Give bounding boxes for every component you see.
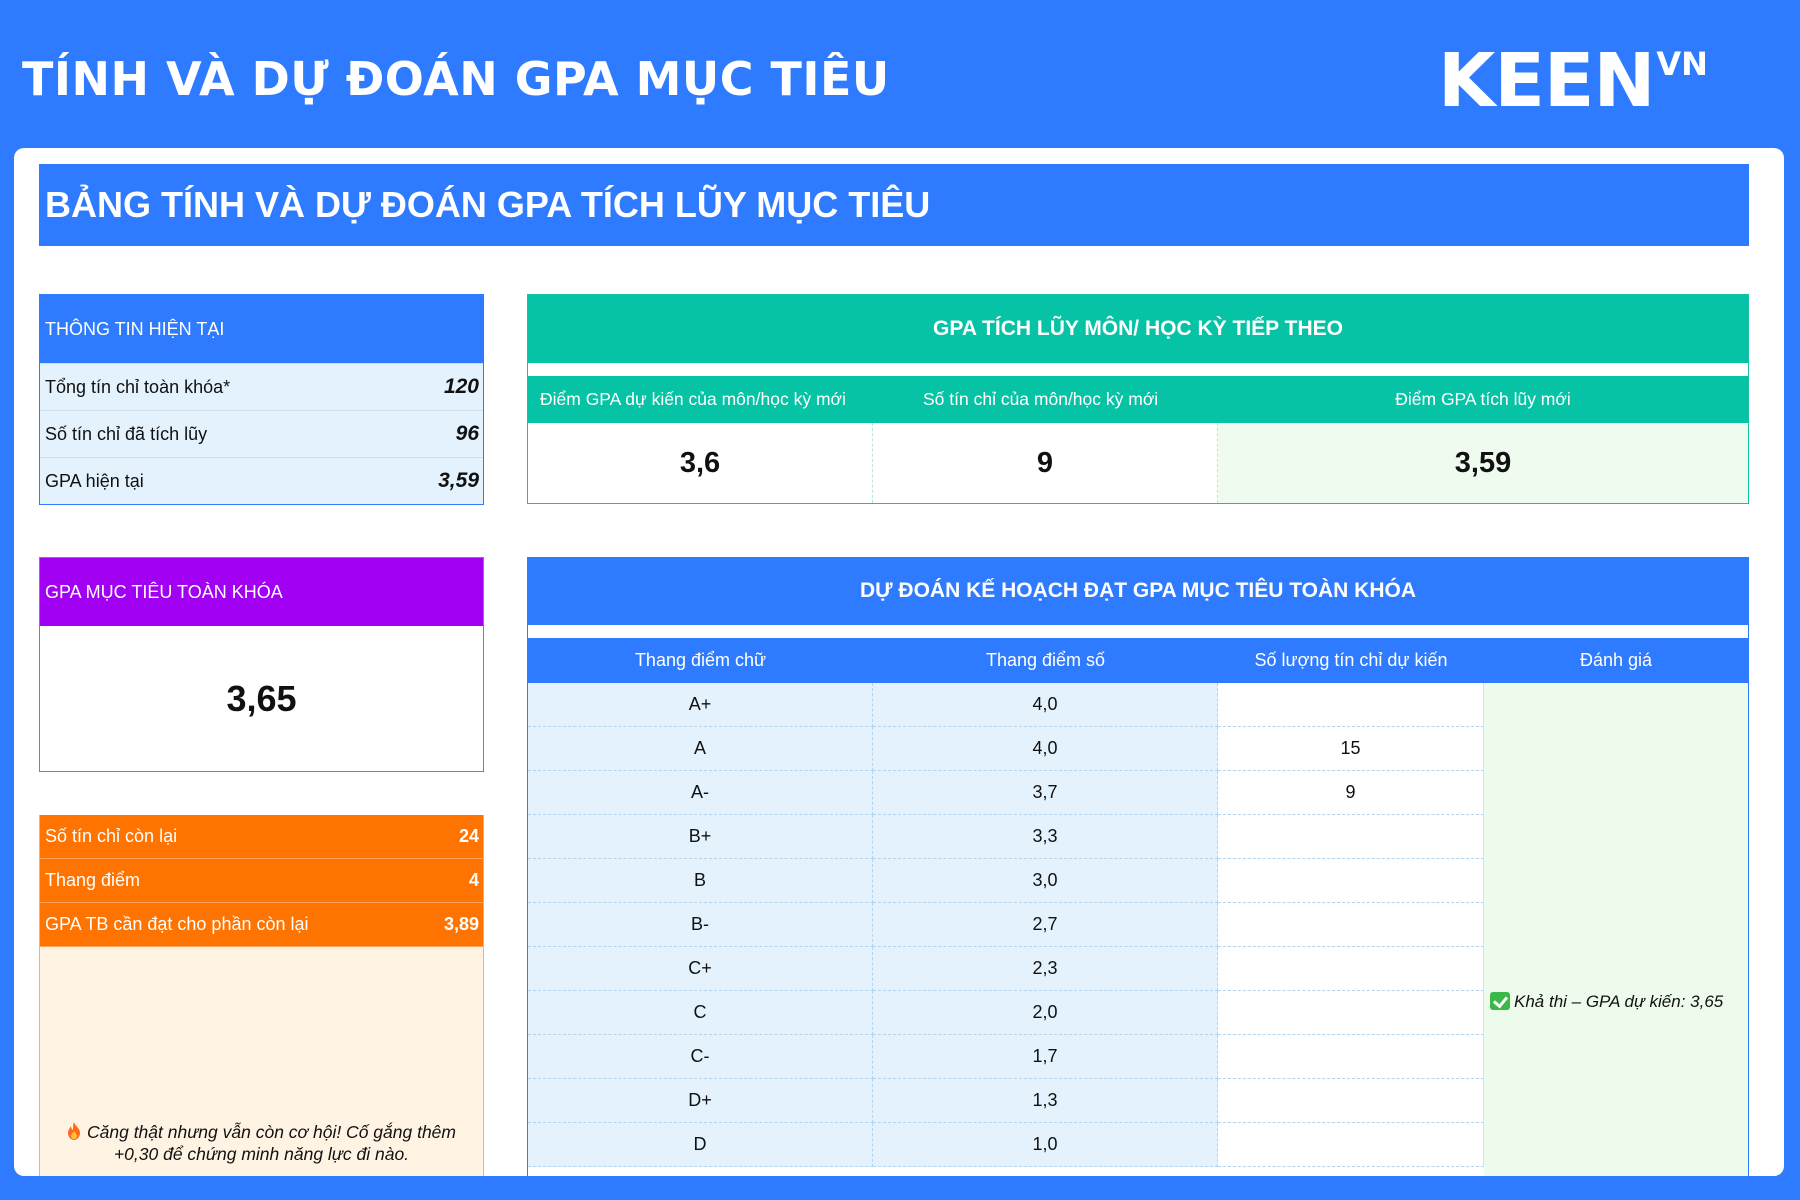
letter-cell: A: [528, 727, 873, 771]
credits-input[interactable]: [1218, 1079, 1484, 1123]
expected-gpa-input[interactable]: 3,6: [528, 423, 873, 503]
plan-panel: DỰ ĐOÁN KẾ HOẠCH ĐẠT GPA MỤC TIÊU TOÀN K…: [527, 557, 1749, 1176]
motivation-message: Căng thật nhưng vẫn còn cơ hội! Cố gắng …: [40, 1121, 483, 1165]
col-number-grade: Thang điểm số: [985, 650, 1106, 670]
grade-scale-row: Thang điểm 4: [40, 859, 483, 903]
remaining-credits-row: Số tín chỉ còn lại 24: [40, 815, 483, 859]
page-header: TÍNH VÀ DỰ ĐOÁN GPA MỤC TIÊU KEENVN: [0, 0, 1800, 148]
letter-cell: B+: [528, 815, 873, 859]
plan-title: DỰ ĐOÁN KẾ HOẠCH ĐẠT GPA MỤC TIÊU TOÀN K…: [528, 557, 1748, 625]
credits-input[interactable]: [1218, 1123, 1484, 1167]
next-semester-panel: GPA TÍCH LŨY MÔN/ HỌC KỲ TIẾP THEO Điểm …: [527, 294, 1749, 504]
motivation-text: Căng thật nhưng vẫn còn cơ hội! Cố gắng …: [87, 1122, 456, 1164]
new-credits-input[interactable]: 9: [873, 423, 1218, 503]
col-letter-grade: Thang điểm chữ: [634, 650, 767, 670]
letter-cell: C-: [528, 1035, 873, 1079]
score-cell: 2,3: [873, 947, 1218, 991]
next-semester-header-row: Điểm GPA dự kiến của môn/học kỳ mới Số t…: [528, 376, 1748, 423]
table-row: C+ 2,3: [528, 947, 1748, 991]
table-row: A 4,0 15: [528, 727, 1748, 771]
score-cell: 3,0: [873, 859, 1218, 903]
remaining-credits-value: 24: [458, 826, 479, 846]
grade-scale-value: 4: [468, 870, 479, 890]
gpa-sheet: BẢNG TÍNH VÀ DỰ ĐOÁN GPA TÍCH LŨY MỤC TI…: [14, 148, 1784, 1176]
col-planned-credits: Số lượng tín chỉ dự kiến: [1254, 650, 1448, 670]
col-evaluation: Đánh giá: [1579, 650, 1653, 670]
credits-input[interactable]: [1218, 683, 1484, 727]
letter-cell: B: [528, 859, 873, 903]
col-new-cumulative-gpa: Điểm GPA tích lũy mới: [1395, 389, 1571, 409]
total-credits-label: Tổng tín chỉ toàn khóa*: [45, 376, 231, 397]
col-new-credits: Số tín chỉ của môn/học kỳ mới: [923, 389, 1159, 409]
score-cell: 4,0: [873, 727, 1218, 771]
credits-input[interactable]: [1218, 991, 1484, 1035]
next-semester-value-row: 3,6 9 3,59: [528, 423, 1748, 503]
table-row: B 3,0: [528, 859, 1748, 903]
credits-input[interactable]: 9: [1218, 771, 1484, 815]
current-gpa-label: GPA hiện tại: [45, 470, 144, 491]
credits-input[interactable]: 15: [1218, 727, 1484, 771]
table-row: A- 3,7 9: [528, 771, 1748, 815]
current-info-title: THÔNG TIN HIỆN TẠI: [40, 295, 483, 363]
accumulated-credits-label: Số tín chỉ đã tích lũy: [45, 423, 208, 444]
score-cell: 4,0: [873, 683, 1218, 727]
target-gpa-input[interactable]: 3,65: [40, 626, 483, 771]
plan-body: A+ 4,0 A 4,0 15 A- 3,7 9 B+ 3,3 B 3,0 B- 2,7 C+ 2…: [528, 683, 1748, 1176]
required-gpa-value: 3,89: [443, 914, 479, 934]
target-gpa-panel: GPA MỤC TIÊU TOÀN KHÓA 3,65: [39, 557, 484, 772]
table-row: B- 2,7: [528, 903, 1748, 947]
score-cell: 1,7: [873, 1035, 1218, 1079]
table-row: B+ 3,3: [528, 815, 1748, 859]
next-semester-title: GPA TÍCH LŨY MÔN/ HỌC KỲ TIẾP THEO: [528, 295, 1748, 363]
score-cell: 3,3: [873, 815, 1218, 859]
logo-superscript: VN: [1656, 45, 1708, 83]
grade-scale-label: Thang điểm: [45, 870, 141, 890]
letter-cell: C+: [528, 947, 873, 991]
sheet-banner: BẢNG TÍNH VÀ DỰ ĐOÁN GPA TÍCH LŨY MỤC TI…: [39, 164, 1749, 246]
table-row: D+ 1,3: [528, 1079, 1748, 1123]
credits-input[interactable]: [1218, 947, 1484, 991]
evaluation-cell: Khả thi – GPA dự kiến: 3,65: [1484, 683, 1748, 1176]
logo-text: KEEN: [1438, 38, 1655, 124]
credits-input[interactable]: [1218, 859, 1484, 903]
check-mark-icon: [1490, 992, 1510, 1010]
plan-header-row: Thang điểm chữ Thang điểm số Số lượng tí…: [528, 638, 1748, 683]
remaining-panel: Số tín chỉ còn lại 24 Thang điểm 4 GPA T…: [39, 815, 484, 1176]
table-row: A+ 4,0: [528, 683, 1748, 727]
score-cell: 1,3: [873, 1079, 1218, 1123]
credits-input[interactable]: [1218, 903, 1484, 947]
table-row: C- 1,7: [528, 1035, 1748, 1079]
target-gpa-title: GPA MỤC TIÊU TOÀN KHÓA: [40, 558, 483, 626]
required-gpa-label: GPA TB cần đạt cho phần còn lại: [45, 914, 309, 934]
letter-cell: D: [528, 1123, 873, 1167]
table-row: C 2,0: [528, 991, 1748, 1035]
current-gpa-input[interactable]: 3,59: [438, 469, 479, 492]
total-credits-input[interactable]: 120: [443, 375, 479, 398]
letter-cell: A-: [528, 771, 873, 815]
remaining-credits-label: Số tín chỉ còn lại: [45, 826, 178, 846]
credits-input[interactable]: [1218, 815, 1484, 859]
required-gpa-row: GPA TB cần đạt cho phần còn lại 3,89: [40, 903, 483, 947]
current-gpa-row: GPA hiện tại 3,59: [40, 457, 483, 504]
col-expected-gpa: Điểm GPA dự kiến của môn/học kỳ mới: [540, 389, 846, 409]
score-cell: 2,0: [873, 991, 1218, 1035]
letter-cell: D+: [528, 1079, 873, 1123]
accumulated-credits-input[interactable]: 96: [455, 422, 479, 445]
letter-cell: A+: [528, 683, 873, 727]
letter-cell: B-: [528, 903, 873, 947]
letter-cell: C: [528, 991, 873, 1035]
table-row: D 1,0: [528, 1123, 1748, 1167]
new-cumulative-gpa-value: 3,59: [1218, 423, 1748, 503]
total-credits-row: Tổng tín chỉ toàn khóa* 120: [40, 363, 483, 410]
current-info-panel: THÔNG TIN HIỆN TẠI Tổng tín chỉ toàn khó…: [39, 294, 484, 505]
keenvn-logo[interactable]: KEENVN: [1438, 44, 1708, 118]
score-cell: 3,7: [873, 771, 1218, 815]
flame-icon: [68, 1122, 80, 1140]
credits-input[interactable]: [1218, 1035, 1484, 1079]
score-cell: 1,0: [873, 1123, 1218, 1167]
evaluation-text: Khả thi – GPA dự kiến: 3,65: [1514, 992, 1724, 1011]
page-title: TÍNH VÀ DỰ ĐOÁN GPA MỤC TIÊU: [22, 52, 890, 106]
accumulated-credits-row: Số tín chỉ đã tích lũy 96: [40, 410, 483, 457]
score-cell: 2,7: [873, 903, 1218, 947]
